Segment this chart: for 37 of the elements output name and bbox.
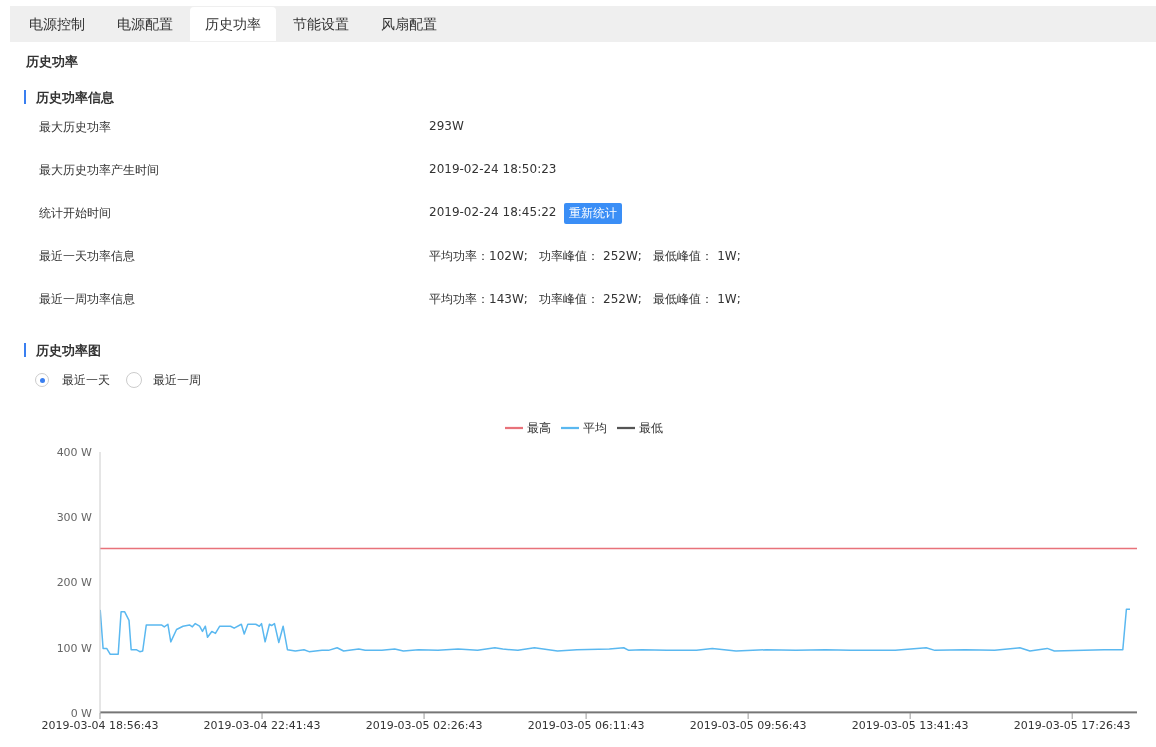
text: 最大历史功率 [39,119,111,136]
y-tick-label: 0 W [70,706,93,720]
text: 最近一天功率信息 [39,248,135,265]
y-tick-label: 300 W [56,511,93,525]
text: 最近一周 [153,372,201,389]
x-tick-label: 2019-03-05 17:26:43 [1013,718,1131,732]
legend-label: 最低 [638,420,663,435]
text: 2019-02-24 18:50:23 [429,162,557,176]
text: 重新统计 [564,203,622,224]
text: 节能设置 [292,15,350,34]
text: 历史功率信息 [36,89,114,107]
text: 293W [429,119,464,133]
text: 电源控制 [28,15,86,34]
text: 最大历史功率产生时间 [39,162,159,179]
text: 最近一天 [62,372,110,389]
x-tick-label: 2019-03-05 13:41:43 [851,718,969,732]
legend-label: 最高 [526,420,551,435]
x-tick-label: 2019-03-04 18:56:43 [41,718,159,732]
text: 风扇配置 [380,15,438,34]
text: 最近一周功率信息 [39,291,135,308]
y-tick-label: 400 W [56,445,93,459]
text: 2019-02-24 18:45:22 [429,205,557,219]
text: 历史功率 [190,7,276,41]
x-tick-label: 2019-03-05 02:26:43 [365,718,483,732]
y-tick-label: 200 W [56,576,93,590]
x-tick-label: 2019-03-05 09:56:43 [689,718,807,732]
legend-label: 平均 [582,420,607,435]
y-tick-label: 100 W [56,641,93,655]
line-series [100,608,1131,656]
text: 平均功率：102W; 功率峰值： 252W; 最低峰值： 1W; [429,248,741,265]
x-tick-label: 2019-03-04 22:41:43 [203,718,321,732]
text: 历史功率图 [36,342,101,360]
text: 历史功率 [26,53,78,71]
text: 电源配置 [116,15,174,34]
x-tick-label: 2019-03-05 06:11:43 [527,718,645,732]
text: 平均功率：143W; 功率峰值： 252W; 最低峰值： 1W; [429,291,741,308]
text: 统计开始时间 [39,205,111,222]
